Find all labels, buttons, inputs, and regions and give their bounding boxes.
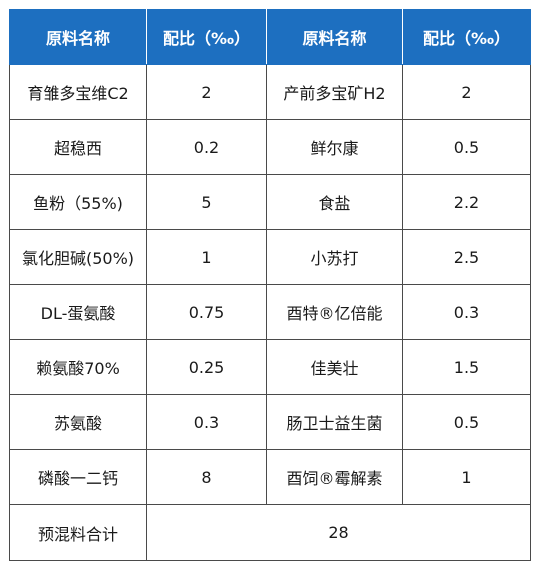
ratio-cell: 1	[402, 449, 531, 505]
ingredient-cell: 鲜尔康	[266, 119, 403, 175]
table-row: 氯化胆碱(50%) 1 小苏打 2.5	[9, 229, 531, 285]
ingredient-cell: DL-蛋氨酸	[9, 284, 147, 340]
table-row: 苏氨酸 0.3 肠卫士益生菌 0.5	[9, 394, 531, 450]
ingredient-cell: 产前多宝矿H2	[266, 64, 403, 120]
ratio-cell: 5	[146, 174, 267, 230]
ingredient-cell: 佳美壮	[266, 339, 403, 395]
ratio-cell: 0.5	[402, 119, 531, 175]
ingredient-cell: 苏氨酸	[9, 394, 147, 450]
table-row: 育雏多宝维C2 2 产前多宝矿H2 2	[9, 64, 531, 120]
ratio-cell: 2.2	[402, 174, 531, 230]
formula-table-container: 原料名称 配比（‰） 原料名称 配比（‰） 育雏多宝维C2 2 产前多宝矿H2 …	[9, 9, 531, 561]
header-ingredient-name-1: 原料名称	[9, 9, 147, 65]
ingredient-cell: 育雏多宝维C2	[9, 64, 147, 120]
ingredient-cell: 超稳西	[9, 119, 147, 175]
ratio-cell: 2	[146, 64, 267, 120]
total-value: 28	[146, 504, 531, 561]
ingredient-cell: 小苏打	[266, 229, 403, 285]
formula-table: 原料名称 配比（‰） 原料名称 配比（‰） 育雏多宝维C2 2 产前多宝矿H2 …	[9, 9, 531, 561]
ratio-cell: 0.3	[146, 394, 267, 450]
table-row: 鱼粉（55%) 5 食盐 2.2	[9, 174, 531, 230]
ingredient-cell: 氯化胆碱(50%)	[9, 229, 147, 285]
table-row: 超稳西 0.2 鲜尔康 0.5	[9, 119, 531, 175]
ratio-cell: 0.75	[146, 284, 267, 340]
ratio-cell: 1.5	[402, 339, 531, 395]
ratio-cell: 0.5	[402, 394, 531, 450]
ratio-cell: 2.5	[402, 229, 531, 285]
ingredient-cell: 酉特®亿倍能	[266, 284, 403, 340]
ratio-cell: 1	[146, 229, 267, 285]
table-row: 磷酸一二钙 8 酉饲®霉解素 1	[9, 449, 531, 505]
ratio-cell: 0.25	[146, 339, 267, 395]
ingredient-cell: 肠卫士益生菌	[266, 394, 403, 450]
ratio-cell: 0.2	[146, 119, 267, 175]
ingredient-cell: 食盐	[266, 174, 403, 230]
ingredient-cell: 酉饲®霉解素	[266, 449, 403, 505]
ratio-cell: 0.3	[402, 284, 531, 340]
table-row: 赖氨酸70% 0.25 佳美壮 1.5	[9, 339, 531, 395]
header-ratio-2: 配比（‰）	[402, 9, 531, 65]
table-header-row: 原料名称 配比（‰） 原料名称 配比（‰）	[9, 9, 531, 65]
header-ingredient-name-2: 原料名称	[266, 9, 403, 65]
ingredient-cell: 赖氨酸70%	[9, 339, 147, 395]
ratio-cell: 2	[402, 64, 531, 120]
ingredient-cell: 鱼粉（55%)	[9, 174, 147, 230]
table-row: DL-蛋氨酸 0.75 酉特®亿倍能 0.3	[9, 284, 531, 340]
header-ratio-1: 配比（‰）	[146, 9, 267, 65]
ratio-cell: 8	[146, 449, 267, 505]
ingredient-cell: 磷酸一二钙	[9, 449, 147, 505]
total-row: 预混料合计 28	[9, 504, 531, 561]
total-label: 预混料合计	[9, 504, 147, 561]
